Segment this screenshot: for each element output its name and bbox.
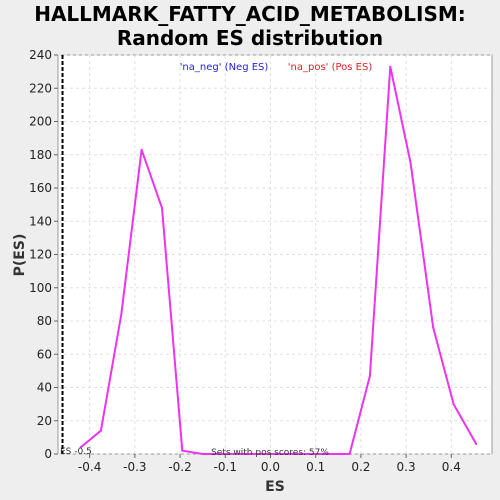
y-tick-label: 20 (37, 414, 52, 428)
x-tick-label: 0.4 (442, 460, 461, 474)
data-point (283, 453, 286, 455)
chart-title-line2: Random ES distribution (116, 26, 384, 50)
y-tick-label: 60 (37, 347, 52, 361)
x-tick-label: -0.2 (168, 460, 191, 474)
data-point (475, 443, 478, 446)
data-point (222, 453, 225, 455)
legend-neg: 'na_neg' (Neg ES) (180, 62, 269, 73)
data-point (201, 453, 204, 455)
data-point (348, 453, 351, 455)
x-tick-label: -0.4 (78, 460, 101, 474)
x-tick-label: 0.3 (397, 460, 416, 474)
y-tick-label: 240 (29, 48, 52, 62)
y-tick-label: 160 (29, 181, 52, 195)
y-tick-label: 0 (44, 447, 52, 461)
data-point (303, 453, 306, 455)
y-tick-label: 120 (29, 248, 52, 262)
y-axis-ticks: 0 20 40 60 80 100 120 140 160 180 200 220 240 (29, 48, 58, 461)
x-tick-label: 0.0 (261, 460, 280, 474)
x-tick-label: 0.1 (306, 460, 325, 474)
series-line (79, 66, 478, 455)
data-point (79, 446, 82, 449)
y-tick-label: 40 (37, 381, 52, 395)
data-point (452, 403, 455, 406)
x-tick-label: -0.1 (214, 460, 237, 474)
data-point (140, 148, 143, 151)
data-point (368, 374, 371, 377)
y-tick-label: 200 (29, 115, 52, 129)
data-point (160, 206, 163, 209)
y-tick-label: 140 (29, 214, 52, 228)
data-point (389, 65, 392, 68)
data-point (120, 313, 123, 316)
series-group (79, 65, 478, 455)
y-axis-label: P(ES) (12, 234, 28, 277)
chart-title: HALLMARK_FATTY_ACID_METABOLISM: Random E… (0, 2, 500, 50)
data-point (409, 162, 412, 165)
chart-title-line1: HALLMARK_FATTY_ACID_METABOLISM: (34, 2, 466, 26)
grid (58, 54, 492, 455)
data-point (432, 326, 435, 329)
legend-pos: 'na_pos' (Pos ES) (288, 62, 373, 73)
data-point (181, 449, 184, 452)
y-tick-label: 80 (37, 314, 52, 328)
y-tick-label: 180 (29, 148, 52, 162)
y-tick-label: 100 (29, 281, 52, 295)
annotation-es: ES -0.5 (60, 447, 92, 457)
data-point (323, 453, 326, 455)
x-tick-label: -0.3 (123, 460, 146, 474)
data-point (262, 453, 265, 455)
x-tick-label: 0.2 (351, 460, 370, 474)
x-axis-ticks: -0.4 -0.3 -0.2 -0.1 0.0 0.1 0.2 0.3 0.4 (78, 454, 461, 474)
data-point (99, 429, 102, 432)
x-axis-label: ES (265, 479, 285, 495)
y-tick-label: 220 (29, 81, 52, 95)
data-point (242, 453, 245, 455)
annotation-sets: Sets with pos scores: 57% (211, 448, 329, 458)
